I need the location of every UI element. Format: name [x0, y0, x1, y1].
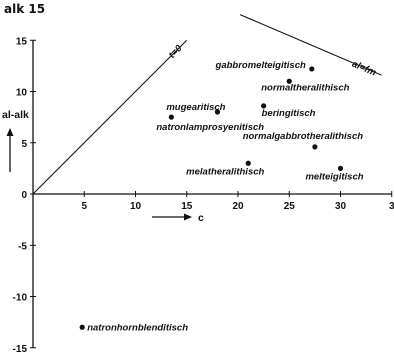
- y-tick-label: -5: [18, 241, 27, 252]
- y-tick-label: -10: [13, 293, 28, 304]
- x-tick-label: 5: [81, 201, 87, 212]
- axis-ticks: 5 10 15 20 25 30 3 15 10 5 0 -5 -10 -15: [13, 36, 394, 355]
- reference-line-label: al=fm: [350, 59, 378, 79]
- x-tick-label: 3: [389, 201, 394, 212]
- data-point-label: mugearitisch: [166, 102, 225, 113]
- x-axis-arrowhead: [184, 213, 192, 221]
- y-tick-label: 10: [16, 88, 28, 99]
- data-point: [312, 144, 318, 150]
- x-tick-label: 25: [284, 201, 296, 212]
- x-tick-label: 15: [181, 201, 193, 212]
- data-point: [214, 109, 221, 115]
- y-tick-label: -15: [13, 344, 28, 355]
- data-point-label: natronhornblenditisch: [87, 322, 188, 333]
- y-tick-label: 15: [16, 36, 28, 47]
- data-point: [79, 324, 85, 330]
- data-point: [309, 66, 315, 72]
- y-tick-label: 0: [21, 190, 27, 201]
- data-point: [245, 160, 251, 166]
- data-point-label: normalgabbrotheralithisch: [243, 131, 364, 142]
- x-tick-label: 10: [130, 201, 142, 212]
- reference-line: [239, 14, 382, 76]
- x-axis-label: c: [198, 212, 204, 224]
- data-point-label: normaltheralithisch: [261, 82, 349, 93]
- x-tick-label: 30: [335, 201, 347, 212]
- chart-title: alk 15: [4, 2, 45, 16]
- data-point-label: gabbromelteigitisch: [215, 60, 306, 71]
- y-axis-label: al-alk: [2, 109, 29, 121]
- data-point: [286, 78, 292, 84]
- x-tick-label: 20: [232, 201, 244, 212]
- data-point-label: beringitisch: [262, 108, 316, 119]
- data-points: gabbromelteigitisch normaltheralithisch be…: [79, 60, 364, 333]
- data-point: [168, 114, 174, 120]
- data-point: [261, 103, 267, 109]
- data-point-label: melteigitisch: [305, 171, 363, 182]
- data-point-label: melatheralithisch: [186, 166, 264, 177]
- y-axis-label-group: al-alk: [2, 109, 29, 172]
- data-point: [337, 165, 344, 171]
- data-point-label: natronlamprosyenitisch: [156, 122, 264, 133]
- y-axis-arrowhead: [6, 128, 14, 136]
- x-axis-label-group: c: [152, 212, 204, 224]
- reference-line: [32, 39, 188, 195]
- y-tick-label: 5: [21, 139, 27, 150]
